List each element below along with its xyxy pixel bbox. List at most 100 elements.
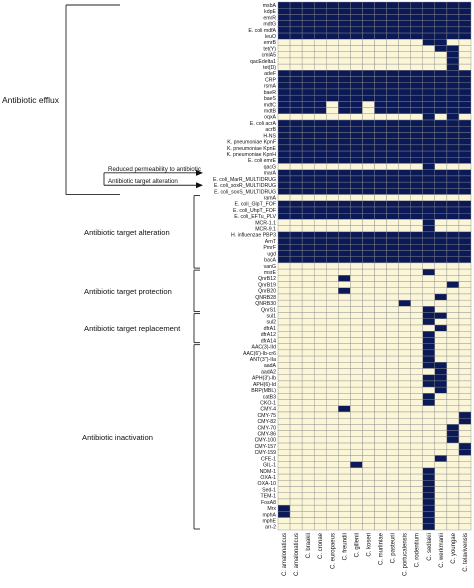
gene-label: mphE bbox=[262, 518, 276, 524]
heatmap-cell bbox=[434, 126, 448, 133]
heatmap-cell bbox=[289, 424, 303, 431]
heatmap-cell bbox=[301, 430, 315, 438]
heatmap-cell bbox=[398, 244, 411, 251]
heatmap-cell bbox=[350, 268, 363, 276]
heatmap-cell bbox=[289, 82, 303, 90]
heatmap-cell bbox=[313, 150, 327, 158]
gene-label: kdpE bbox=[264, 9, 276, 15]
heatmap-cell bbox=[398, 281, 411, 288]
heatmap-cell bbox=[410, 498, 423, 506]
heatmap-cell bbox=[277, 101, 291, 108]
heatmap-cell bbox=[277, 1, 291, 9]
heatmap-cell bbox=[301, 1, 315, 9]
heatmap-cell bbox=[374, 430, 387, 438]
heatmap-cell bbox=[277, 132, 291, 139]
heatmap-cell bbox=[277, 20, 291, 28]
heatmap-cell bbox=[277, 517, 291, 524]
heatmap-cell bbox=[277, 405, 291, 413]
heatmap-cell bbox=[374, 511, 387, 518]
heatmap-cell bbox=[458, 331, 472, 338]
heatmap-cell bbox=[362, 157, 375, 164]
heatmap-cell bbox=[398, 39, 411, 46]
gene-label: emrR bbox=[263, 15, 276, 21]
heatmap-cell bbox=[313, 262, 327, 270]
heatmap-cell bbox=[446, 504, 460, 512]
heatmap-cell bbox=[434, 355, 448, 363]
heatmap-cell bbox=[362, 324, 375, 332]
heatmap-cell bbox=[434, 312, 448, 319]
heatmap-cell bbox=[326, 82, 339, 90]
heatmap-cell bbox=[398, 175, 411, 183]
heatmap-cell bbox=[277, 275, 291, 282]
heatmap-cell bbox=[289, 268, 303, 276]
heatmap-cell bbox=[313, 175, 327, 183]
heatmap-cell bbox=[350, 163, 363, 170]
heatmap-cell bbox=[398, 355, 411, 363]
heatmap-cell bbox=[289, 287, 303, 295]
heatmap-cell bbox=[446, 169, 460, 177]
gene-label: dfrA14 bbox=[261, 338, 276, 344]
heatmap-cell bbox=[301, 287, 315, 295]
heatmap-cell bbox=[326, 175, 339, 183]
heatmap-cell bbox=[301, 119, 315, 127]
heatmap-cell bbox=[326, 424, 339, 431]
heatmap-cell bbox=[362, 393, 375, 400]
heatmap-cell bbox=[386, 355, 399, 363]
heatmap-cell bbox=[458, 517, 472, 524]
heatmap-cell bbox=[338, 82, 351, 90]
gene-label: H. influenzae PBP3 bbox=[231, 233, 276, 239]
heatmap-cell bbox=[313, 39, 327, 46]
heatmap-cell bbox=[458, 504, 472, 512]
heatmap-cell bbox=[458, 449, 472, 456]
heatmap-cell bbox=[350, 256, 363, 264]
heatmap-cell bbox=[338, 523, 351, 531]
species-label: C. youngae bbox=[451, 532, 457, 563]
heatmap-cell bbox=[338, 461, 351, 469]
species-label: C. freundii bbox=[342, 533, 348, 560]
heatmap-cell bbox=[422, 157, 436, 164]
heatmap-cell bbox=[446, 268, 460, 276]
mechanism-label: Antibiotic target protection bbox=[84, 287, 172, 296]
heatmap-cell bbox=[350, 424, 363, 431]
heatmap-cell bbox=[289, 181, 303, 189]
heatmap-cell bbox=[277, 163, 291, 170]
heatmap-cell bbox=[374, 411, 387, 419]
heatmap-cell bbox=[386, 343, 399, 351]
heatmap-cell bbox=[398, 486, 411, 493]
heatmap-cell bbox=[386, 337, 399, 344]
heatmap-cell bbox=[350, 504, 363, 512]
species-label: C. braakii bbox=[306, 533, 312, 558]
heatmap-cell bbox=[362, 287, 375, 295]
heatmap-cell bbox=[277, 362, 291, 369]
heatmap-cell bbox=[313, 181, 327, 189]
heatmap-cell bbox=[326, 26, 339, 34]
heatmap-cell bbox=[410, 287, 423, 295]
heatmap-cell bbox=[313, 144, 327, 152]
heatmap-cell bbox=[326, 417, 339, 425]
heatmap-cell bbox=[410, 14, 423, 21]
heatmap-cell bbox=[289, 126, 303, 133]
heatmap-cell bbox=[386, 262, 399, 270]
heatmap-cell bbox=[338, 88, 351, 96]
heatmap-cell bbox=[326, 430, 339, 438]
heatmap-cell bbox=[422, 449, 436, 456]
heatmap-cell bbox=[362, 467, 375, 475]
heatmap-cell bbox=[350, 194, 363, 201]
heatmap-cell bbox=[398, 1, 411, 9]
gene-label: ArnT bbox=[265, 239, 277, 245]
heatmap-cell bbox=[410, 318, 423, 326]
heatmap-cell bbox=[398, 132, 411, 139]
heatmap-cell bbox=[313, 436, 327, 444]
heatmap-cell bbox=[422, 132, 436, 139]
heatmap-cell bbox=[277, 424, 291, 431]
heatmap-cell bbox=[386, 57, 399, 65]
heatmap-cell bbox=[301, 486, 315, 493]
heatmap-cell bbox=[422, 175, 436, 183]
heatmap-cell bbox=[362, 169, 375, 177]
gene-label: E. coli_soxS_MULTIDRUG bbox=[214, 189, 276, 195]
heatmap-cell bbox=[338, 26, 351, 34]
heatmap-cell bbox=[398, 424, 411, 431]
heatmap-cell bbox=[374, 306, 387, 313]
heatmap-cell bbox=[398, 492, 411, 500]
heatmap-cell bbox=[301, 132, 315, 139]
